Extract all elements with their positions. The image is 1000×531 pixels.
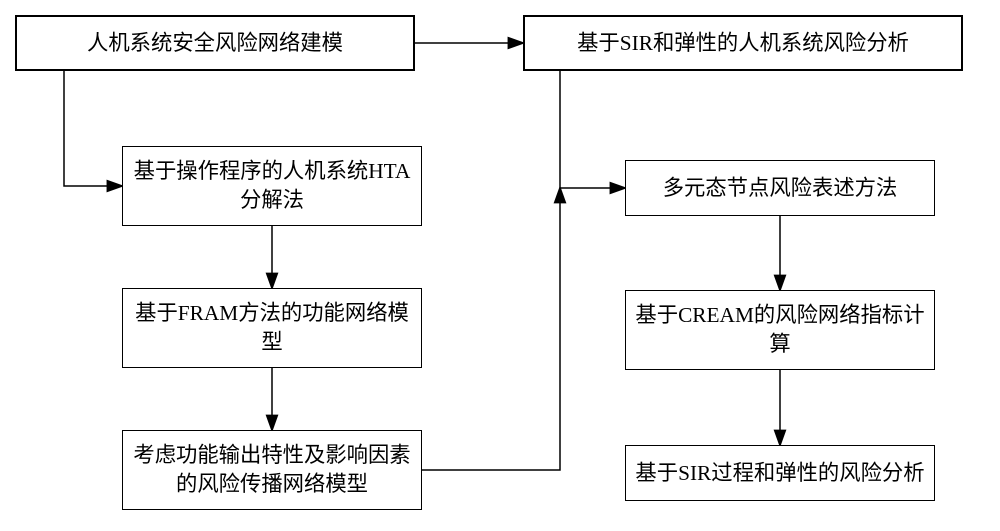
edge-n1-n3 bbox=[64, 71, 122, 186]
edge-n2-n4 bbox=[560, 71, 625, 188]
node-n1: 人机系统安全风险网络建模 bbox=[15, 15, 415, 71]
edge-n7-n4 bbox=[422, 188, 560, 470]
node-n3: 基于操作程序的人机系统HTA分解法 bbox=[122, 146, 422, 226]
node-n8: 基于SIR过程和弹性的风险分析 bbox=[625, 445, 935, 501]
node-n5: 基于FRAM方法的功能网络模型 bbox=[122, 288, 422, 368]
node-n4: 多元态节点风险表述方法 bbox=[625, 160, 935, 216]
node-n2: 基于SIR和弹性的人机系统风险分析 bbox=[523, 15, 963, 71]
node-n7: 考虑功能输出特性及影响因素的风险传播网络模型 bbox=[122, 430, 422, 510]
node-n6: 基于CREAM的风险网络指标计算 bbox=[625, 290, 935, 370]
